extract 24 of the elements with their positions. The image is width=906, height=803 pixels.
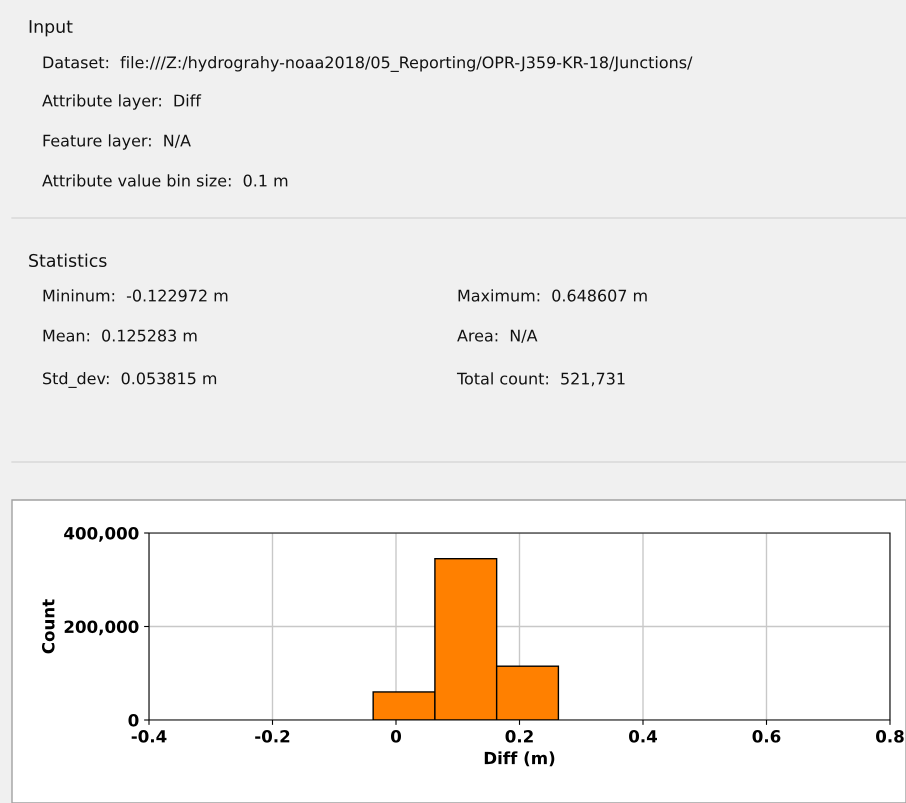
text: Total count: 521,731 [456, 372, 625, 386]
text: Mininum: -0.122972 m [44, 289, 228, 302]
text: Area: N/A [457, 330, 538, 343]
x-tick-label: 0.4 [629, 730, 657, 743]
text: Maximum: 0.648607 m [458, 289, 647, 302]
x-tick-label: -0.2 [255, 730, 290, 743]
x-axis-title: Diff (m) [484, 751, 554, 766]
text: Attribute layer: Diff [42, 94, 202, 110]
y-tick-label: 200,000 [64, 620, 138, 636]
y-tick-label: 0 [128, 714, 138, 727]
text: Std_dev: 0.053815 m [43, 372, 216, 388]
text: Dataset: file:///Z:/hydrograhy-noaa2018/05_Reporting/OPR-J359-KR-18/Junctions/ [44, 56, 692, 72]
x-tick-label: 0.6 [752, 730, 780, 743]
y-tick-label: 400,000 [64, 526, 138, 542]
y-axis-title: Count [42, 599, 55, 654]
text: Attribute value bin size: 0.1 m [42, 174, 288, 187]
text: Statistics [29, 254, 107, 268]
x-tick-label: -0.4 [132, 730, 166, 743]
text: Mean: 0.125283 m [44, 330, 197, 342]
x-tick-label: 0.2 [506, 730, 533, 743]
x-tick-label: 0.8 [876, 730, 904, 743]
text: Feature layer: N/A [44, 134, 191, 150]
text: Input [30, 20, 73, 36]
x-tick-label: 0 [391, 730, 401, 743]
